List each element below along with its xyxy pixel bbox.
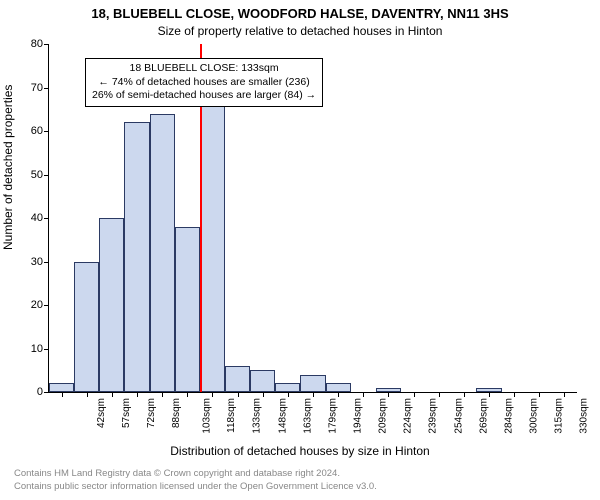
x-tick-label: 57sqm — [121, 398, 132, 428]
x-tick-mark — [288, 392, 289, 397]
x-tick-mark — [464, 392, 465, 397]
x-tick-mark — [414, 392, 415, 397]
histogram-bar — [99, 218, 124, 392]
x-tick-label: 148sqm — [277, 398, 288, 434]
x-tick-label: 224sqm — [403, 398, 414, 434]
x-tick-label: 72sqm — [146, 398, 157, 428]
y-tick: 50 — [31, 169, 49, 181]
histogram-bar — [200, 105, 225, 392]
x-tick-label: 179sqm — [327, 398, 338, 434]
x-tick-label: 300sqm — [529, 398, 540, 434]
x-tick-mark — [514, 392, 515, 397]
annotation-line: 18 BLUEBELL CLOSE: 133sqm — [92, 62, 316, 76]
x-tick-mark — [439, 392, 440, 397]
annotation-line: 26% of semi-detached houses are larger (… — [92, 89, 316, 103]
histogram-bar — [49, 383, 74, 392]
y-tick: 20 — [31, 299, 49, 311]
x-tick-mark — [87, 392, 88, 397]
x-tick-label: 284sqm — [503, 398, 514, 434]
x-tick-label: 239sqm — [428, 398, 439, 434]
x-tick-mark — [112, 392, 113, 397]
x-tick-label: 88sqm — [171, 398, 182, 428]
histogram-bar — [326, 383, 351, 392]
histogram-bar — [175, 227, 200, 392]
x-tick-mark — [313, 392, 314, 397]
y-axis-label: Number of detached properties — [1, 230, 15, 250]
x-tick-label: 269sqm — [478, 398, 489, 434]
x-tick-mark — [489, 392, 490, 397]
chart-root: 18, BLUEBELL CLOSE, WOODFORD HALSE, DAVE… — [0, 0, 600, 500]
plot-area: 0102030405060708042sqm57sqm72sqm88sqm103… — [48, 44, 577, 393]
x-tick-label: 103sqm — [202, 398, 213, 434]
y-tick: 80 — [31, 38, 49, 50]
x-tick-label: 163sqm — [302, 398, 313, 434]
x-tick-label: 194sqm — [353, 398, 364, 434]
x-tick-mark — [263, 392, 264, 397]
x-tick-mark — [539, 392, 540, 397]
x-tick-label: 118sqm — [226, 398, 237, 433]
attribution-footer: Contains HM Land Registry data © Crown c… — [14, 468, 377, 494]
histogram-bar — [225, 366, 250, 392]
x-tick-mark — [363, 392, 364, 397]
x-tick-mark — [388, 392, 389, 397]
x-tick-mark — [187, 392, 188, 397]
x-tick-label: 254sqm — [453, 398, 464, 434]
x-tick-mark — [564, 392, 565, 397]
y-tick: 70 — [31, 82, 49, 94]
x-tick-mark — [137, 392, 138, 397]
x-tick-mark — [162, 392, 163, 397]
x-tick-mark — [238, 392, 239, 397]
x-tick-label: 315sqm — [554, 398, 565, 434]
histogram-bar — [300, 375, 325, 392]
y-tick: 0 — [37, 386, 49, 398]
y-tick: 30 — [31, 256, 49, 268]
x-tick-mark — [62, 392, 63, 397]
annotation-line: ← 74% of detached houses are smaller (23… — [92, 76, 316, 90]
x-axis-label: Distribution of detached houses by size … — [0, 444, 600, 458]
histogram-bar — [250, 370, 275, 392]
annotation-box: 18 BLUEBELL CLOSE: 133sqm← 74% of detach… — [85, 58, 323, 107]
histogram-bar — [275, 383, 300, 392]
x-tick-mark — [212, 392, 213, 397]
x-tick-label: 133sqm — [252, 398, 263, 434]
histogram-bar — [74, 262, 99, 393]
y-tick: 10 — [31, 343, 49, 355]
footer-line-2: Contains public sector information licen… — [14, 481, 377, 494]
y-tick: 60 — [31, 125, 49, 137]
x-tick-label: 42sqm — [96, 398, 107, 428]
footer-line-1: Contains HM Land Registry data © Crown c… — [14, 468, 377, 481]
chart-subtitle: Size of property relative to detached ho… — [0, 24, 600, 38]
x-tick-label: 330sqm — [579, 398, 590, 434]
histogram-bar — [150, 114, 175, 392]
chart-title-address: 18, BLUEBELL CLOSE, WOODFORD HALSE, DAVE… — [0, 6, 600, 21]
x-tick-label: 209sqm — [378, 398, 389, 434]
histogram-bar — [124, 122, 149, 392]
y-tick: 40 — [31, 212, 49, 224]
x-tick-mark — [338, 392, 339, 397]
